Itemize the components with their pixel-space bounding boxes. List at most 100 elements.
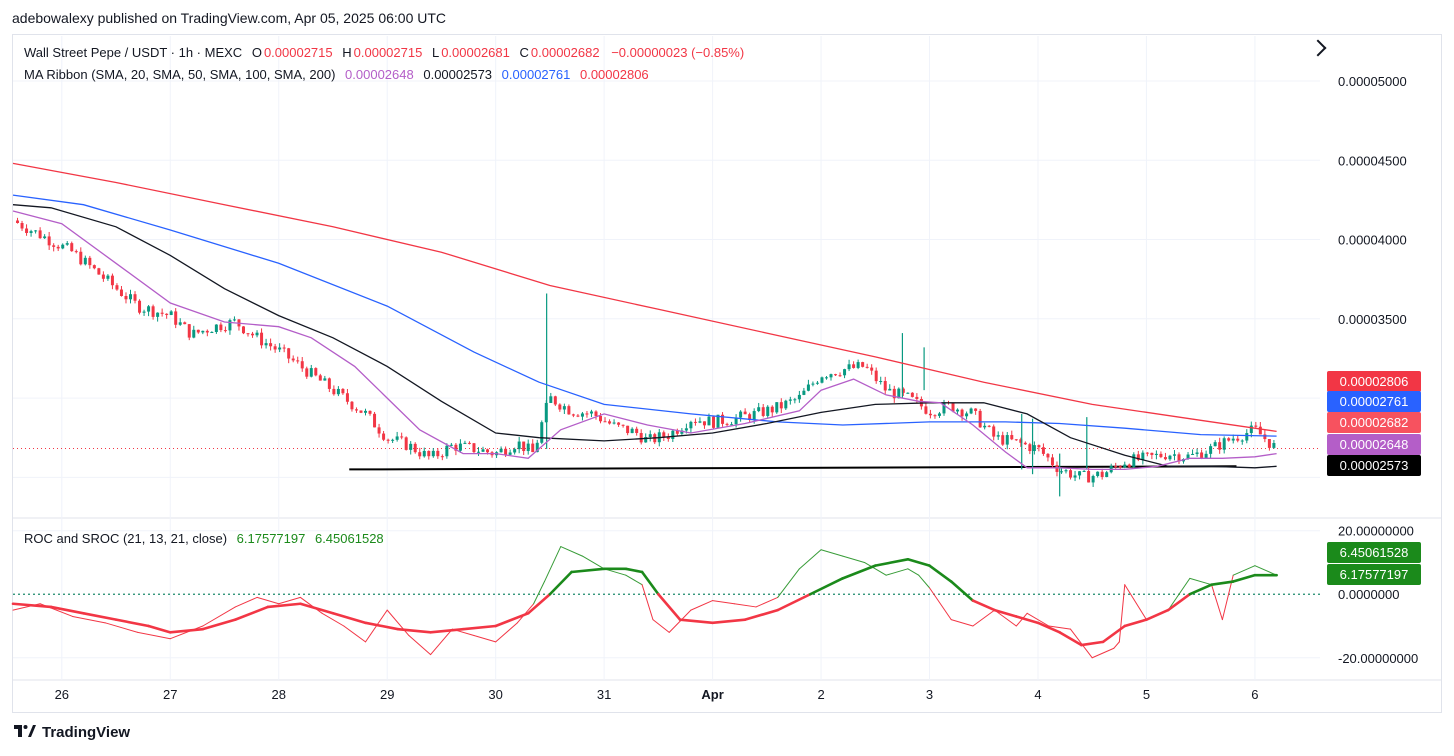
candle-body	[97, 268, 101, 275]
candle-body	[1019, 439, 1023, 443]
candle-body	[1046, 453, 1050, 458]
candle-body	[933, 415, 937, 417]
candle-body	[178, 322, 182, 325]
candle-body	[603, 421, 607, 423]
candle-body	[739, 411, 743, 418]
price-tag: 0.00002648	[1340, 437, 1409, 452]
candle-body	[74, 251, 78, 253]
candle-body	[748, 414, 752, 421]
candle-body	[350, 401, 354, 410]
candle-body	[251, 333, 255, 336]
candle-body	[965, 413, 969, 417]
candle-body	[476, 451, 480, 453]
candle-body	[960, 409, 964, 417]
candle-body	[1245, 433, 1249, 441]
candle-body	[992, 426, 996, 437]
close-label: C	[519, 45, 529, 60]
roc-segment	[1254, 565, 1278, 576]
candle-body	[761, 407, 765, 416]
sroc-segment	[168, 627, 205, 634]
candle-body	[1263, 434, 1267, 440]
sroc-segment	[364, 621, 400, 631]
candle-body	[824, 377, 828, 379]
symbol-label[interactable]: Wall Street Pepe / USDT · 1h · MEXC	[24, 45, 243, 60]
candle-body	[341, 388, 345, 394]
candle-body	[449, 444, 453, 446]
candle-body	[865, 366, 869, 368]
candle-body	[856, 362, 860, 368]
candle-body	[29, 231, 33, 233]
change-value: −0.00000023 (−0.85%)	[611, 45, 745, 60]
candle-body	[838, 375, 842, 377]
candle-body	[115, 285, 119, 290]
x-tick-label: 31	[597, 687, 611, 702]
candle-body	[472, 443, 476, 453]
roc-segment	[733, 603, 757, 608]
candle-body	[834, 374, 838, 376]
candle-body	[815, 382, 819, 384]
candle-body	[879, 381, 883, 383]
candle-body	[1163, 457, 1167, 460]
candle-body	[571, 414, 575, 416]
candle-body	[318, 375, 322, 381]
candle-body	[1249, 425, 1253, 434]
roc-label[interactable]: ROC and SROC (21, 13, 21, close)	[24, 531, 228, 546]
ma200-value: 0.00002806	[579, 67, 649, 82]
candle-body	[364, 410, 368, 413]
sroc-segment	[678, 618, 714, 625]
candle-body	[354, 409, 358, 411]
candle-body	[644, 437, 648, 443]
candle-body	[1069, 470, 1073, 478]
candle-body	[1195, 452, 1199, 454]
x-tick-label: 28	[272, 687, 286, 702]
candle-body	[648, 434, 652, 438]
candle-body	[1100, 471, 1104, 477]
candle-body	[210, 332, 214, 334]
candle-body	[1209, 446, 1213, 454]
candle-body	[797, 394, 801, 400]
candle-body	[409, 443, 413, 450]
candle-body	[788, 399, 792, 401]
candle-body	[820, 377, 824, 383]
candle-body	[612, 422, 616, 424]
sroc-segment	[49, 605, 85, 615]
candle-body	[368, 410, 372, 414]
candle-body	[712, 416, 716, 428]
candle-body	[327, 378, 331, 389]
roc-segment	[1124, 584, 1147, 621]
candle-body	[458, 443, 462, 451]
sroc-segment	[114, 618, 150, 628]
sroc-segment	[640, 570, 660, 596]
candle-body	[165, 313, 169, 315]
candle-body	[508, 452, 512, 455]
candle-body	[255, 332, 259, 336]
candle-body	[52, 245, 56, 247]
roc-segment	[1189, 577, 1213, 586]
candle-body	[169, 311, 173, 315]
ma-legend: MA Ribbon (SMA, 20, SMA, 50, SMA, 100, S…	[24, 67, 651, 82]
sroc-segment	[808, 577, 845, 596]
roc-segment	[495, 622, 518, 643]
open-label: O	[251, 45, 262, 60]
roc-segment	[560, 546, 583, 557]
tradingview-logo[interactable]: TradingView	[14, 724, 130, 741]
candle-body	[323, 378, 327, 381]
sroc-segment	[993, 608, 1018, 618]
candle-body	[621, 424, 625, 426]
candle-body	[599, 415, 603, 422]
candle-body	[359, 410, 363, 413]
candle-body	[562, 406, 566, 410]
candle-body	[639, 433, 643, 443]
candle-body	[345, 393, 349, 402]
price-tag-bg	[1327, 391, 1421, 412]
candle-body	[996, 435, 1000, 437]
candle-body	[707, 416, 711, 426]
candle-body	[196, 329, 200, 333]
ma-ribbon-label[interactable]: MA Ribbon (SMA, 20, SMA, 50, SMA, 100, S…	[24, 67, 336, 82]
roc-segment	[950, 619, 974, 627]
sroc-segment	[1123, 618, 1148, 628]
candle-body	[901, 388, 905, 393]
candle-body	[1078, 471, 1082, 476]
ma-line-sma-200	[12, 162, 1277, 433]
